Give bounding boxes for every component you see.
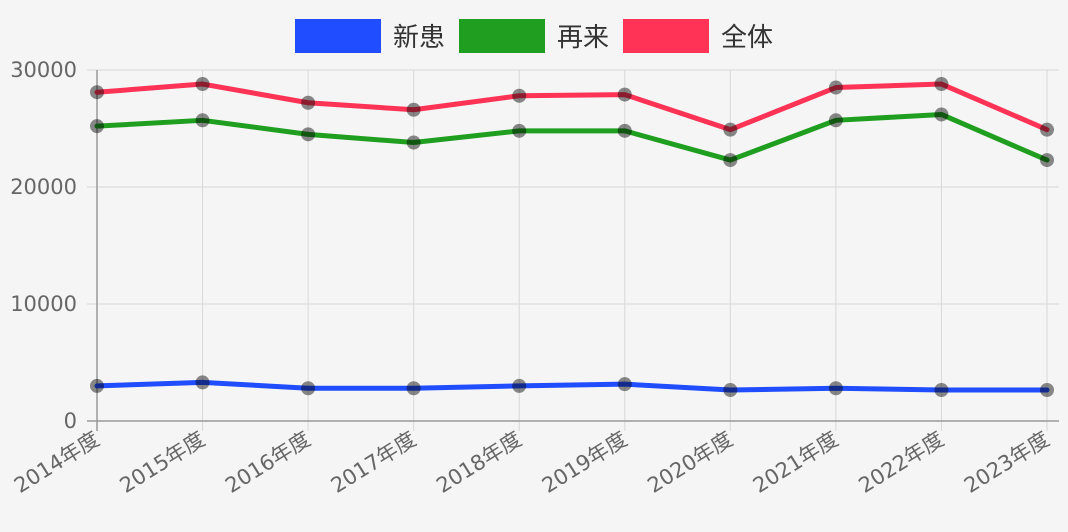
x-axis-ticks: 2014年度 2015年度 2016年度 2017年度 2018年度 2019年度 2020… (10, 427, 1054, 498)
legend-swatch (623, 19, 709, 53)
data-point (512, 123, 527, 138)
data-point (723, 153, 738, 168)
data-point (90, 378, 104, 393)
legend-swatch (459, 19, 545, 53)
x-tick-label: 2022年度 (854, 427, 948, 498)
data-point (301, 127, 316, 142)
data-point (301, 95, 316, 110)
data-point (828, 381, 843, 396)
series-group (90, 77, 1054, 397)
series-line-0 (94, 379, 1050, 393)
data-point (90, 85, 104, 100)
y-tick-label: 10000 (10, 292, 77, 316)
y-tick-label: 30000 (10, 58, 77, 82)
data-point (512, 88, 527, 103)
series-line-1 (94, 111, 1050, 163)
data-point (90, 119, 104, 134)
x-tick-label: 2016年度 (221, 427, 315, 498)
y-tick-label: 20000 (10, 175, 77, 199)
legend-label: 新患 (393, 23, 445, 53)
data-point (617, 123, 632, 138)
x-tick-label: 2019年度 (538, 427, 632, 498)
data-point (406, 102, 421, 117)
data-point (1040, 122, 1054, 137)
y-tick-label: 0 (64, 409, 77, 433)
x-tick-label: 2021年度 (749, 427, 843, 498)
data-point (1040, 382, 1054, 397)
data-point (617, 377, 632, 392)
axes (87, 70, 1059, 431)
data-point (723, 382, 738, 397)
series-line-2 (94, 81, 1050, 133)
data-point (828, 113, 843, 128)
legend: 新患 再来 全体 (295, 19, 773, 53)
x-tick-label: 2018年度 (432, 427, 526, 498)
data-point (406, 135, 421, 150)
data-point (828, 80, 843, 95)
legend-label: 再来 (557, 23, 609, 53)
x-tick-label: 2015年度 (116, 427, 210, 498)
data-point (195, 77, 210, 92)
legend-swatch (295, 19, 381, 53)
x-tick-label: 2023年度 (960, 427, 1054, 498)
data-point (934, 77, 949, 92)
data-point (195, 113, 210, 128)
x-tick-label: 2020年度 (643, 427, 737, 498)
data-point (301, 381, 316, 396)
y-axis-ticks: 0 10000 20000 30000 (10, 58, 77, 433)
data-point (934, 382, 949, 397)
data-point (1040, 153, 1054, 168)
data-point (723, 122, 738, 137)
data-point (195, 375, 210, 390)
data-point (512, 378, 527, 393)
data-point (617, 87, 632, 102)
x-tick-label: 2014年度 (10, 427, 104, 498)
legend-label: 全体 (721, 23, 773, 53)
data-point (934, 107, 949, 122)
x-tick-label: 2017年度 (327, 427, 421, 498)
data-point (406, 381, 421, 396)
